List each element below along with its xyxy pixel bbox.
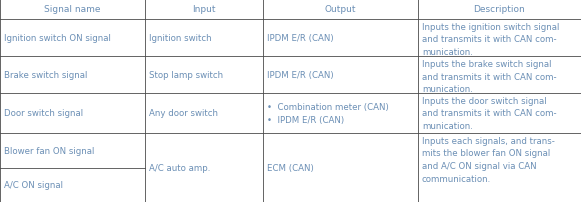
Text: A/C ON signal: A/C ON signal (4, 180, 63, 189)
Text: Input: Input (192, 5, 216, 14)
Text: IPDM E/R (CAN): IPDM E/R (CAN) (267, 71, 333, 80)
Text: Signal name: Signal name (44, 5, 101, 14)
Text: Ignition switch: Ignition switch (149, 34, 211, 43)
Text: Ignition switch ON signal: Ignition switch ON signal (4, 34, 111, 43)
Text: Output: Output (325, 5, 356, 14)
Text: Any door switch: Any door switch (149, 109, 218, 118)
Text: Stop lamp switch: Stop lamp switch (149, 71, 223, 80)
Text: •  Combination meter (CAN)
•  IPDM E/R (CAN): • Combination meter (CAN) • IPDM E/R (CA… (267, 103, 389, 124)
Text: Description: Description (474, 5, 525, 14)
Text: A/C auto amp.: A/C auto amp. (149, 163, 210, 172)
Text: Blower fan ON signal: Blower fan ON signal (4, 146, 94, 155)
Text: Inputs the door switch signal
and transmits it with CAN com-
munication.: Inputs the door switch signal and transm… (422, 97, 557, 130)
Text: Inputs the ignition switch signal
and transmits it with CAN com-
munication.: Inputs the ignition switch signal and tr… (422, 23, 560, 57)
Text: IPDM E/R (CAN): IPDM E/R (CAN) (267, 34, 333, 43)
Text: ECM (CAN): ECM (CAN) (267, 163, 314, 172)
Text: Brake switch signal: Brake switch signal (4, 71, 87, 80)
Text: Inputs the brake switch signal
and transmits it with CAN com-
munication.: Inputs the brake switch signal and trans… (422, 60, 557, 94)
Text: Door switch signal: Door switch signal (4, 109, 83, 118)
Text: Inputs each signals, and trans-
mits the blower fan ON signal
and A/C ON signal : Inputs each signals, and trans- mits the… (422, 136, 555, 183)
